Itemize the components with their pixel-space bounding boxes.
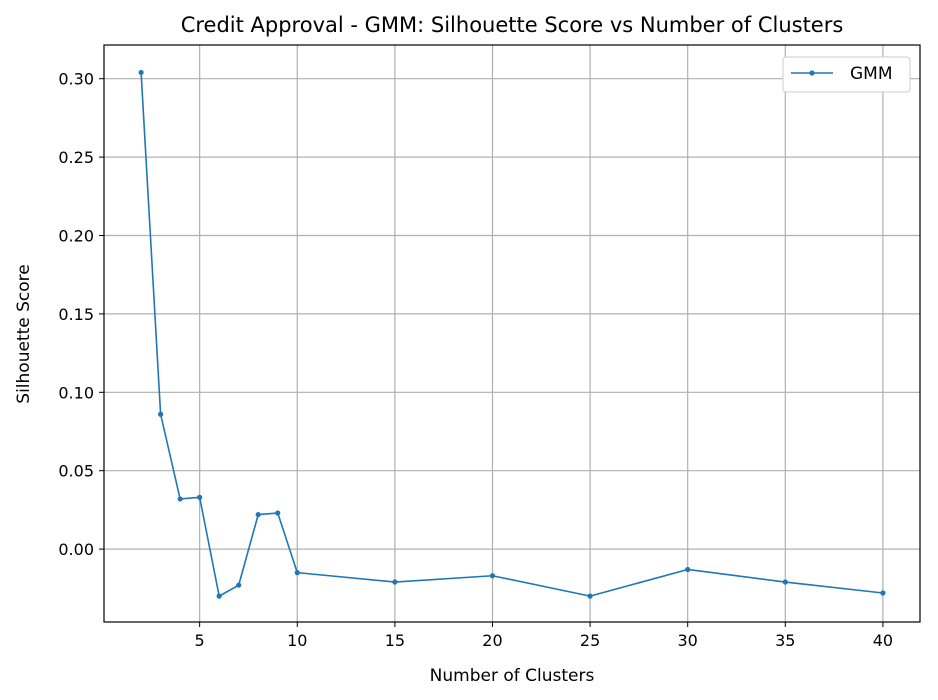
data-point	[685, 566, 691, 573]
data-point	[587, 593, 593, 599]
data-point	[489, 573, 496, 579]
x-tick-label: 15	[385, 631, 405, 650]
data-point	[782, 579, 788, 585]
x-tick-label: 20	[482, 631, 502, 650]
x-axis-label: Number of Clusters	[430, 666, 595, 686]
y-tick-label: 0.15	[58, 305, 94, 324]
data-point	[255, 511, 261, 518]
data-point	[216, 593, 222, 599]
y-tick-label: 0.25	[58, 148, 94, 167]
data-point	[158, 411, 164, 417]
plot-frame	[103, 44, 921, 623]
x-tick-label: 35	[775, 631, 795, 650]
grid	[104, 45, 920, 622]
x-tick-label: 25	[580, 631, 600, 650]
x-tick-label: 5	[195, 631, 205, 650]
y-tick-label: 0.30	[58, 70, 94, 89]
x-tick-label: 40	[873, 631, 893, 650]
legend: GMM	[782, 56, 911, 93]
tick-labels: 5 10 15 20 25 30 35 40 0.00 0.05 0.10 0.15 0.20 0.25 0…	[58, 70, 893, 650]
y-tick-label: 0.00	[58, 540, 94, 559]
data-point	[197, 494, 203, 500]
chart-title: Credit Approval - GMM: Silhouette Score …	[181, 13, 844, 37]
legend-label: GMM	[850, 64, 893, 84]
plot-area	[138, 69, 886, 599]
x-tick-label: 10	[287, 631, 307, 650]
x-tick-label: 30	[678, 631, 698, 650]
data-point	[236, 582, 242, 588]
ticks	[99, 78, 884, 627]
data-point	[275, 510, 281, 516]
data-point	[880, 590, 886, 596]
y-tick-label: 0.20	[58, 227, 94, 246]
legend-box	[782, 56, 911, 93]
data-point	[138, 69, 144, 76]
y-tick-label: 0.10	[58, 383, 94, 402]
y-axis-label: Silhouette Score	[14, 264, 34, 403]
y-tick-label: 0.05	[58, 462, 94, 481]
series-line	[140, 72, 883, 597]
data-point	[177, 496, 183, 502]
data-point	[294, 570, 300, 576]
data-point	[392, 579, 398, 585]
legend-marker	[809, 70, 815, 76]
